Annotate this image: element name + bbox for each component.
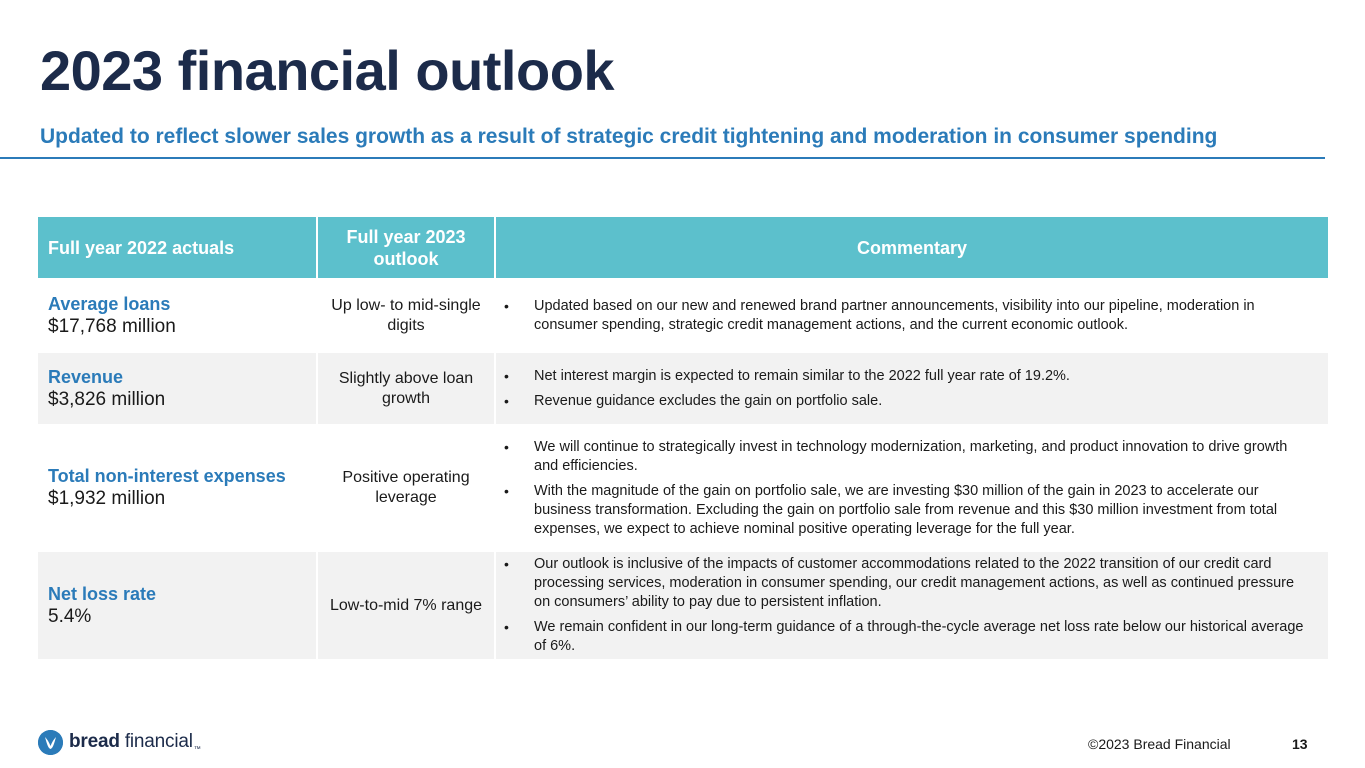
commentary-bullet: Updated based on our new and renewed bra… bbox=[500, 297, 1310, 335]
page-title: 2023 financial outlook bbox=[40, 39, 615, 102]
copyright-text: ©2023 Bread Financial bbox=[1088, 736, 1231, 752]
commentary-cell: Net interest margin is expected to remai… bbox=[495, 353, 1328, 424]
metric-name: Net loss rate bbox=[48, 583, 157, 604]
metric-cell: Revenue $3,826 million bbox=[38, 353, 318, 424]
column-header-2023-outlook: Full year 2023 outlook bbox=[317, 217, 496, 278]
metric-cell: Average loans $17,768 million bbox=[38, 278, 318, 353]
logo-wordmark: bread financial™ bbox=[69, 731, 201, 753]
table-header-row: Full year 2022 actuals Full year 2023 ou… bbox=[38, 217, 1328, 278]
metric-value: $1,932 million bbox=[48, 488, 166, 509]
table-row: Revenue $3,826 million Slightly above lo… bbox=[38, 353, 1328, 424]
outlook-value: Up low- to mid-single digits bbox=[317, 278, 496, 353]
metric-value: $3,826 million bbox=[48, 388, 166, 410]
page-number: 13 bbox=[1292, 736, 1308, 752]
bread-logo-mark-icon bbox=[38, 729, 63, 755]
commentary-bullet: Revenue guidance excludes the gain on po… bbox=[500, 392, 1310, 411]
table-row: Average loans $17,768 million Up low- to… bbox=[38, 278, 1328, 353]
logo-trademark: ™ bbox=[193, 746, 201, 753]
table-row: Net loss rate 5.4% Low-to-mid 7% range O… bbox=[38, 552, 1328, 659]
commentary-cell: Our outlook is inclusive of the impacts … bbox=[495, 552, 1328, 659]
metric-name: Revenue bbox=[48, 366, 124, 387]
title-divider bbox=[0, 157, 1325, 159]
metric-name: Average loans bbox=[48, 293, 171, 314]
metric-name: Total non-interest expenses bbox=[48, 466, 286, 486]
commentary-bullet: We will continue to strategically invest… bbox=[500, 438, 1310, 476]
metric-value: 5.4% bbox=[48, 605, 92, 627]
commentary-bullet: We remain confident in our long-term gui… bbox=[500, 618, 1310, 656]
commentary-bullet: Our outlook is inclusive of the impacts … bbox=[500, 555, 1310, 612]
page-subtitle: Updated to reflect slower sales growth a… bbox=[40, 125, 1218, 148]
metric-value: $17,768 million bbox=[48, 315, 176, 337]
metric-cell: Net loss rate 5.4% bbox=[38, 552, 318, 659]
bread-logo-icon bbox=[38, 729, 63, 755]
commentary-bullet: Net interest margin is expected to remai… bbox=[500, 367, 1310, 386]
logo-bold-text: bread bbox=[69, 731, 120, 752]
outlook-table: Full year 2022 actuals Full year 2023 ou… bbox=[38, 217, 1328, 659]
outlook-value: Positive operating leverage bbox=[317, 424, 496, 552]
commentary-bullet: With the magnitude of the gain on portfo… bbox=[500, 482, 1310, 539]
commentary-cell: We will continue to strategically invest… bbox=[495, 424, 1328, 552]
logo-light-text: financial bbox=[119, 731, 193, 752]
column-header-commentary: Commentary bbox=[495, 217, 1328, 278]
outlook-value: Low-to-mid 7% range bbox=[317, 552, 496, 659]
table-row: Total non-interest expenses $1,932 milli… bbox=[38, 424, 1328, 552]
metric-cell: Total non-interest expenses $1,932 milli… bbox=[38, 424, 318, 552]
bread-financial-logo: bread financial™ bbox=[38, 729, 201, 755]
commentary-cell: Updated based on our new and renewed bra… bbox=[495, 278, 1328, 353]
column-header-2022-actuals: Full year 2022 actuals bbox=[38, 217, 318, 278]
outlook-value: Slightly above loan growth bbox=[317, 353, 496, 424]
